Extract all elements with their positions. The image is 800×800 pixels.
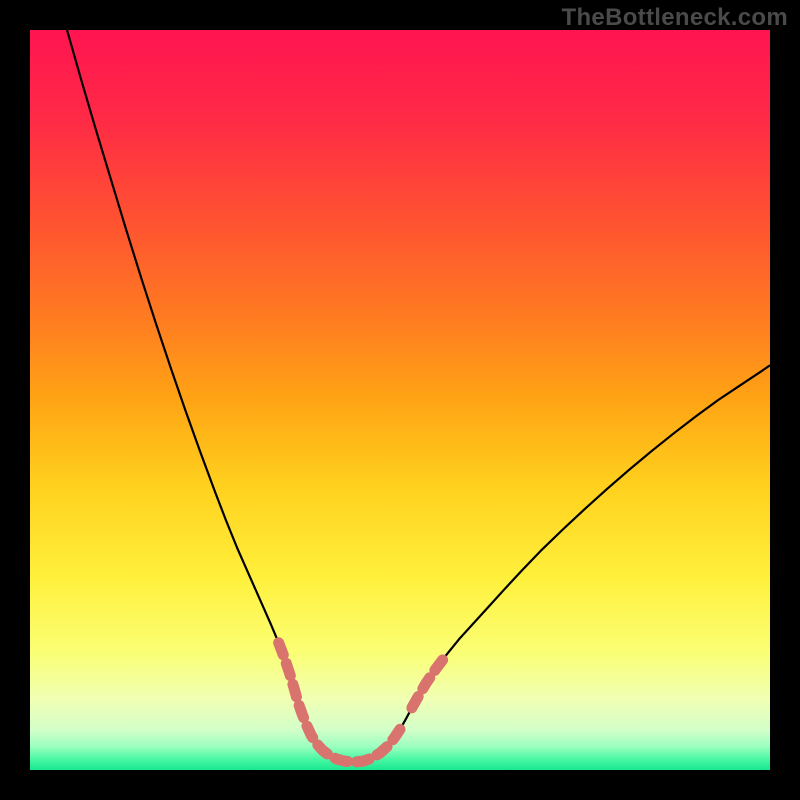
- bottleneck-curve-chart: [30, 30, 770, 770]
- gradient-background: [30, 30, 770, 770]
- chart-plot-area: [30, 30, 770, 770]
- watermark-text: TheBottleneck.com: [562, 4, 788, 32]
- chart-frame: TheBottleneck.com: [0, 0, 800, 800]
